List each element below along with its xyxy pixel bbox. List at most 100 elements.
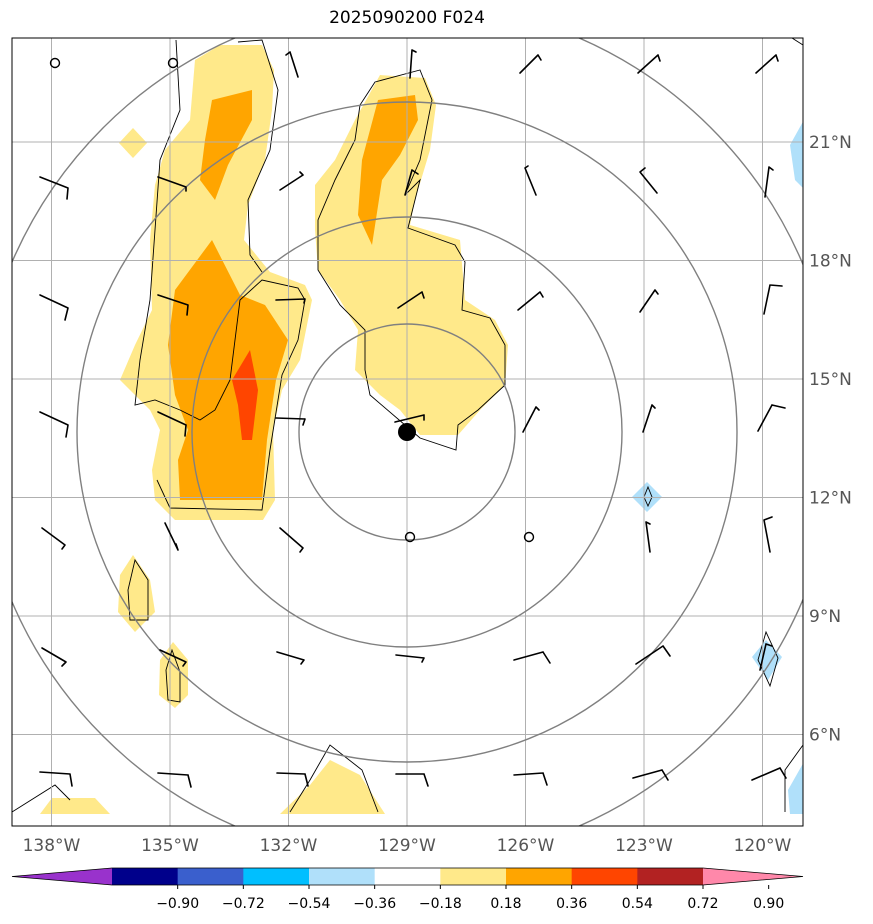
range-ring-2 <box>191 216 623 648</box>
orange-region-main-west <box>168 240 288 500</box>
longitude-tick-label: 129°W <box>378 836 436 856</box>
wind-barb <box>157 411 187 437</box>
latitude-tick-label: 6°N <box>809 726 841 746</box>
wind-barb <box>639 289 659 313</box>
colorbar-segment <box>637 868 704 885</box>
colorbar-segment <box>374 868 441 885</box>
wind-barb <box>397 291 425 309</box>
wind-barb <box>275 298 306 304</box>
wind-barb <box>522 406 540 433</box>
wind-barb <box>276 772 309 787</box>
contour-line-patch-1 <box>127 558 149 621</box>
orange-region-central <box>358 95 418 245</box>
longitude-tick-labels: 138°W 135°W 132°W 129°W 126°W 123°W 120°W <box>23 836 792 856</box>
wind-barb <box>757 404 786 432</box>
wind-barb <box>645 521 651 553</box>
wind-barb <box>157 176 187 192</box>
contour-line-central <box>317 69 506 451</box>
colorbar-segment <box>309 868 376 885</box>
wind-barb <box>755 54 779 74</box>
latitude-tick-labels: 6°N 9°N 12°N 15°N 18°N 21°N <box>809 133 852 746</box>
orange-region-north-west <box>200 90 252 200</box>
latitude-tick-label: 18°N <box>809 252 852 272</box>
colorbar: −0.90 −0.72 −0.54 −0.36 −0.18 0.18 0.36 0.54 0.7… <box>11 867 804 912</box>
wind-barb <box>632 769 669 781</box>
wind-barb <box>642 404 656 433</box>
wind-barb <box>639 167 658 194</box>
colorbar-tick-label: 0.54 <box>622 896 653 912</box>
latitude-tick-label: 21°N <box>809 133 852 153</box>
longitude-tick-label: 123°W <box>615 836 673 856</box>
range-ring-3 <box>76 101 738 763</box>
colorbar-extend-high <box>703 868 803 885</box>
storm-center-marker <box>398 423 416 441</box>
wind-barb <box>157 772 192 788</box>
yellow-patch-west-small <box>119 128 147 158</box>
wind-barb <box>279 171 304 191</box>
latitude-tick-label: 12°N <box>809 489 852 509</box>
wind-barb <box>395 773 429 787</box>
colorbar-tick-label: 0.18 <box>490 896 521 912</box>
wind-barb <box>279 527 304 553</box>
wind-barb <box>635 645 671 665</box>
colorbar-tick-label: −0.36 <box>353 896 396 912</box>
wind-barb <box>513 651 551 664</box>
wind-barb <box>637 54 661 74</box>
wind-barb <box>39 771 73 787</box>
yellow-patch-south-1 <box>280 760 385 814</box>
contour-line-northeast <box>791 38 803 46</box>
contour-line-southeast <box>784 744 803 812</box>
yellow-patch-south-2 <box>40 798 110 814</box>
contour-line-west-top <box>237 39 279 273</box>
wind-barb <box>409 49 417 79</box>
wind-barb <box>524 165 537 196</box>
colorbar-tick-label: −0.18 <box>419 896 462 912</box>
wind-barb <box>519 54 542 74</box>
longitude-tick-label: 126°W <box>497 836 555 856</box>
map-frame <box>11 37 804 827</box>
wind-barb <box>285 51 299 78</box>
wind-barb <box>276 651 305 665</box>
wind-barb <box>41 647 67 667</box>
longitude-tick-label: 120°W <box>734 836 792 856</box>
wind-barb <box>157 294 189 316</box>
colorbar-segment <box>571 868 638 885</box>
blue-patch-northeast <box>790 121 803 188</box>
wind-barb <box>517 291 544 311</box>
colorbar-tick-label: −0.90 <box>156 896 199 912</box>
wind-barbs <box>39 49 787 788</box>
map-area <box>12 38 803 826</box>
colorbar-segment <box>112 868 179 885</box>
longitude-tick-label: 135°W <box>141 836 199 856</box>
contour-line-diamond-east-2 <box>757 630 779 688</box>
colorbar-segment <box>440 868 507 885</box>
red-region <box>232 350 258 440</box>
wind-barb <box>394 414 425 423</box>
wind-barb <box>759 643 773 671</box>
colorbar-tick-label: 0.90 <box>753 896 784 912</box>
wind-barb <box>275 417 306 426</box>
gridlines <box>12 38 803 826</box>
wind-barb <box>751 767 787 781</box>
colorbar-tick-label: −0.54 <box>288 896 331 912</box>
latitude-tick-label: 15°N <box>809 370 852 390</box>
wind-barb <box>763 284 783 315</box>
wind-barb <box>763 516 773 553</box>
contour-line-south <box>289 744 379 813</box>
wind-barb <box>523 531 535 543</box>
map-title: 2025090200 F024 <box>329 8 485 28</box>
colorbar-outline <box>11 867 804 886</box>
colorbar-tick-label: −0.72 <box>222 896 265 912</box>
wind-barb <box>513 772 548 786</box>
contour-lines <box>12 38 803 813</box>
colorbar-extend-low <box>12 868 112 885</box>
wind-barb <box>41 527 66 550</box>
wind-barb <box>49 57 61 69</box>
wind-barb <box>39 411 69 438</box>
colorbar-segment <box>243 868 310 885</box>
wind-barb <box>164 522 179 551</box>
colorbar-segment <box>506 868 573 885</box>
wind-barb <box>404 531 416 543</box>
wind-barb <box>167 57 179 69</box>
